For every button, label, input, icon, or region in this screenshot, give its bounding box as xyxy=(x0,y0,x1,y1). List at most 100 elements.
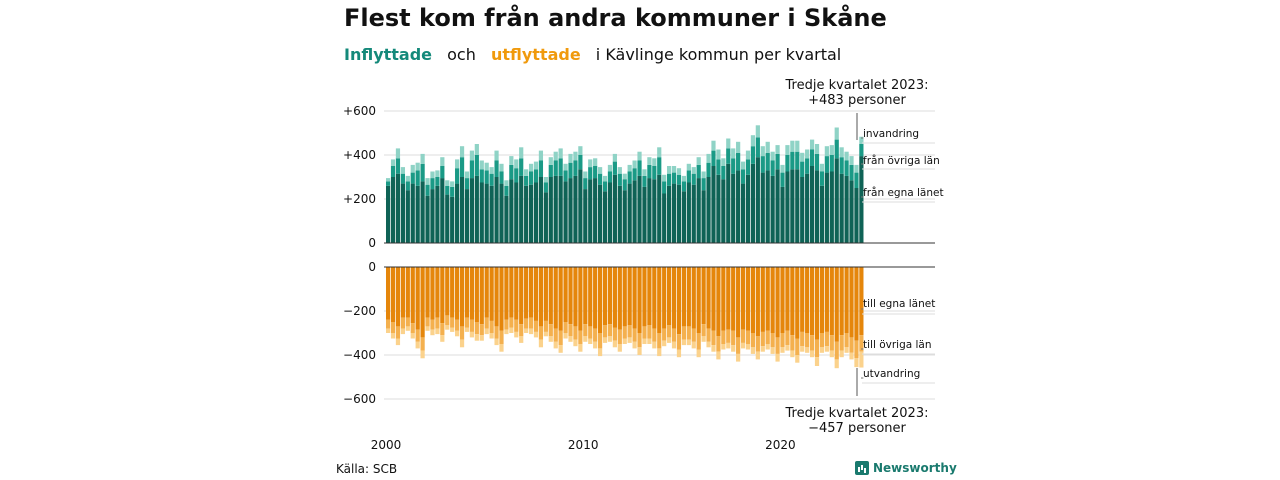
bar-segment-outflow xyxy=(775,267,780,338)
bar-segment-outflow xyxy=(553,328,558,342)
bar-segment-inflow xyxy=(568,162,573,179)
bar-segment-inflow xyxy=(706,153,711,163)
bar-segment-inflow xyxy=(563,170,568,182)
bar-segment-inflow xyxy=(425,178,430,185)
bar-segment-outflow xyxy=(410,267,415,324)
bar-segment-inflow xyxy=(578,169,583,243)
bar-segment-inflow xyxy=(420,181,425,243)
bar-segment-inflow xyxy=(839,157,844,174)
bar-segment-inflow xyxy=(711,140,716,151)
bar-segment-inflow xyxy=(514,182,519,243)
bar-segment-outflow xyxy=(632,341,637,349)
bar-segment-outflow xyxy=(607,324,613,337)
bar-segment-outflow xyxy=(494,267,499,327)
bar-segment-inflow xyxy=(494,177,499,243)
bar-segment-outflow xyxy=(780,347,785,353)
bar-segment-outflow xyxy=(405,326,410,331)
bar-segment-inflow xyxy=(662,181,667,194)
bar-segment-inflow xyxy=(755,137,760,158)
bar-segment-inflow xyxy=(489,185,494,243)
bar-segment-outflow xyxy=(824,346,829,352)
bar-segment-inflow xyxy=(809,149,815,166)
bar-segment-inflow xyxy=(701,171,706,179)
bar-segment-outflow xyxy=(499,267,504,331)
bar-segment-inflow xyxy=(637,175,642,243)
bar-segment-outflow xyxy=(711,267,716,331)
bar-segment-inflow xyxy=(736,170,741,243)
bar-segment-outflow xyxy=(420,267,425,338)
bar-segment-inflow xyxy=(716,174,721,243)
bar-segment-inflow xyxy=(533,169,539,183)
bar-segment-outflow xyxy=(627,337,632,343)
bar-segment-inflow xyxy=(652,158,657,166)
bar-segment-outflow xyxy=(509,327,514,333)
bar-segment-inflow xyxy=(834,158,839,243)
bar-segment-outflow xyxy=(834,359,839,369)
bar-segment-outflow xyxy=(814,339,820,358)
bar-segment-outflow xyxy=(839,335,844,351)
bar-segment-outflow xyxy=(844,333,849,348)
bar-segment-inflow xyxy=(745,150,751,160)
bar-segment-inflow xyxy=(637,160,642,176)
bar-segment-outflow xyxy=(740,342,746,349)
bar-segment-inflow xyxy=(859,136,864,144)
bar-segment-inflow xyxy=(637,151,642,161)
bar-segment-outflow xyxy=(765,330,770,344)
bar-segment-outflow xyxy=(509,317,514,328)
bar-segment-outflow xyxy=(524,328,529,333)
bar-segment-inflow xyxy=(524,185,529,243)
bar-segment-inflow xyxy=(588,167,593,180)
bar-segment-inflow xyxy=(430,178,435,190)
bar-segment-outflow xyxy=(568,336,573,342)
bar-segment-outflow xyxy=(676,267,682,335)
bar-segment-inflow xyxy=(425,184,430,196)
bar-segment-outflow xyxy=(395,267,401,327)
bar-segment-outflow xyxy=(593,267,598,329)
bar-segment-outflow xyxy=(785,330,790,346)
bar-segment-inflow xyxy=(814,153,820,171)
bar-segment-outflow xyxy=(435,267,440,318)
bar-segment-inflow xyxy=(657,147,662,158)
subtitle-outflow-word: utflyttade xyxy=(490,45,581,64)
bar-segment-inflow xyxy=(691,167,696,174)
bar-segment-outflow xyxy=(716,267,721,337)
bar-segment-inflow xyxy=(440,166,445,179)
bar-segment-outflow xyxy=(464,327,470,332)
bar-segment-outflow xyxy=(445,325,450,330)
bar-segment-outflow xyxy=(420,350,425,359)
bar-segment-outflow xyxy=(528,267,534,318)
annotation-bottom-line2: −457 personer xyxy=(808,421,906,436)
bar-segment-inflow xyxy=(509,164,514,180)
bar-segment-inflow xyxy=(814,144,820,154)
bar-segment-outflow xyxy=(593,341,598,349)
bar-segment-inflow xyxy=(474,155,479,176)
bar-segment-outflow xyxy=(588,338,593,344)
bar-segment-outflow xyxy=(548,324,553,337)
bar-segment-outflow xyxy=(390,267,396,322)
bar-segment-outflow xyxy=(632,267,637,329)
bar-segment-outflow xyxy=(519,324,524,337)
bar-segment-outflow xyxy=(681,267,686,327)
bar-segment-inflow xyxy=(469,150,475,161)
bar-segment-inflow xyxy=(849,164,854,181)
bar-segment-outflow xyxy=(800,331,805,347)
bar-segment-inflow xyxy=(834,127,839,140)
bar-segment-outflow xyxy=(750,347,756,354)
bar-segment-outflow xyxy=(809,267,815,336)
bar-segment-inflow xyxy=(750,146,756,164)
bar-segment-outflow xyxy=(474,334,479,341)
bar-segment-outflow xyxy=(553,267,558,329)
bar-segment-outflow xyxy=(479,335,484,341)
bar-segment-outflow xyxy=(701,336,706,342)
bar-segment-outflow xyxy=(755,336,760,352)
bar-segment-outflow xyxy=(459,326,465,340)
bar-segment-inflow xyxy=(450,196,455,243)
bar-segment-outflow xyxy=(459,267,465,327)
bar-segment-inflow xyxy=(474,175,479,243)
bar-segment-inflow xyxy=(849,156,854,165)
bar-segment-inflow xyxy=(770,160,775,176)
bar-segment-inflow xyxy=(824,172,829,243)
bar-segment-outflow xyxy=(839,267,844,336)
bar-segment-inflow xyxy=(509,179,514,243)
